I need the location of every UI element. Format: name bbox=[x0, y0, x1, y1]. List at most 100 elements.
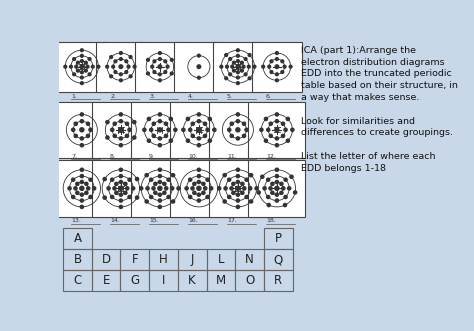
Circle shape bbox=[124, 191, 127, 194]
Circle shape bbox=[270, 60, 273, 63]
Text: A: A bbox=[73, 232, 82, 245]
Circle shape bbox=[147, 118, 151, 120]
Circle shape bbox=[242, 134, 246, 137]
Circle shape bbox=[158, 79, 161, 82]
Circle shape bbox=[281, 60, 284, 63]
Circle shape bbox=[204, 187, 207, 190]
Circle shape bbox=[237, 54, 239, 57]
Circle shape bbox=[241, 182, 244, 185]
Circle shape bbox=[248, 77, 251, 80]
Circle shape bbox=[284, 195, 287, 199]
Circle shape bbox=[197, 199, 201, 202]
Circle shape bbox=[153, 71, 156, 73]
Circle shape bbox=[113, 122, 116, 125]
Circle shape bbox=[203, 122, 207, 125]
Bar bbox=[235, 249, 264, 270]
Text: B: B bbox=[73, 253, 82, 266]
Circle shape bbox=[89, 128, 92, 131]
Circle shape bbox=[163, 191, 166, 194]
Bar bbox=[178, 249, 207, 270]
Circle shape bbox=[70, 65, 73, 68]
Circle shape bbox=[147, 139, 151, 142]
Circle shape bbox=[73, 58, 75, 61]
Circle shape bbox=[228, 178, 231, 181]
Circle shape bbox=[167, 178, 170, 181]
Circle shape bbox=[91, 65, 94, 68]
Circle shape bbox=[106, 136, 109, 139]
Circle shape bbox=[237, 76, 239, 79]
Circle shape bbox=[119, 73, 122, 76]
Circle shape bbox=[110, 75, 112, 78]
Circle shape bbox=[171, 187, 174, 190]
Circle shape bbox=[289, 65, 292, 68]
Circle shape bbox=[266, 195, 270, 199]
Circle shape bbox=[263, 187, 266, 190]
Circle shape bbox=[73, 73, 75, 76]
Circle shape bbox=[264, 139, 267, 142]
Text: 1.: 1. bbox=[71, 94, 77, 99]
Bar bbox=[131, 102, 188, 158]
Circle shape bbox=[119, 180, 122, 184]
Circle shape bbox=[275, 58, 278, 61]
Bar bbox=[170, 160, 228, 216]
Circle shape bbox=[80, 180, 83, 184]
Circle shape bbox=[275, 79, 278, 82]
Circle shape bbox=[89, 178, 92, 181]
Circle shape bbox=[275, 52, 278, 54]
Circle shape bbox=[193, 182, 196, 185]
Circle shape bbox=[237, 60, 239, 63]
Circle shape bbox=[152, 134, 155, 137]
Text: G: G bbox=[130, 274, 139, 287]
Circle shape bbox=[268, 65, 271, 68]
Circle shape bbox=[244, 58, 247, 61]
Circle shape bbox=[293, 191, 297, 194]
Circle shape bbox=[283, 65, 286, 68]
Circle shape bbox=[112, 65, 115, 68]
Bar bbox=[92, 249, 120, 270]
Circle shape bbox=[236, 186, 240, 190]
Circle shape bbox=[280, 182, 283, 185]
Circle shape bbox=[228, 128, 231, 131]
Bar bbox=[207, 270, 235, 291]
Circle shape bbox=[106, 65, 109, 68]
Circle shape bbox=[119, 144, 122, 147]
Circle shape bbox=[242, 65, 245, 68]
Circle shape bbox=[249, 200, 253, 203]
Circle shape bbox=[255, 187, 258, 190]
Circle shape bbox=[119, 128, 123, 132]
Circle shape bbox=[189, 128, 192, 131]
Circle shape bbox=[81, 60, 83, 63]
Circle shape bbox=[282, 122, 284, 125]
Circle shape bbox=[237, 82, 239, 84]
Circle shape bbox=[172, 200, 175, 203]
Text: 18.: 18. bbox=[266, 218, 276, 223]
Text: 2.: 2. bbox=[110, 94, 116, 99]
Circle shape bbox=[74, 134, 77, 137]
Circle shape bbox=[275, 144, 279, 147]
Text: ICA (part 1):Arrange the
electron distribution diagrams
EDD into the truncated p: ICA (part 1):Arrange the electron distri… bbox=[301, 46, 458, 173]
Circle shape bbox=[125, 71, 128, 73]
Circle shape bbox=[275, 168, 279, 171]
Circle shape bbox=[229, 58, 232, 61]
Circle shape bbox=[158, 113, 162, 116]
Circle shape bbox=[80, 128, 84, 132]
Circle shape bbox=[166, 65, 169, 68]
Circle shape bbox=[158, 174, 162, 178]
Circle shape bbox=[206, 195, 209, 199]
Circle shape bbox=[237, 137, 239, 140]
Circle shape bbox=[76, 61, 79, 64]
Bar bbox=[235, 270, 264, 291]
Text: 16.: 16. bbox=[188, 218, 198, 223]
Circle shape bbox=[189, 195, 192, 199]
Circle shape bbox=[237, 199, 239, 202]
Circle shape bbox=[224, 187, 227, 190]
Circle shape bbox=[270, 71, 273, 73]
Circle shape bbox=[245, 128, 248, 131]
Circle shape bbox=[81, 82, 83, 84]
Circle shape bbox=[89, 195, 92, 199]
Circle shape bbox=[223, 174, 226, 177]
Circle shape bbox=[208, 118, 211, 120]
Circle shape bbox=[193, 191, 196, 194]
Circle shape bbox=[248, 187, 252, 190]
Text: 10.: 10. bbox=[188, 154, 198, 159]
